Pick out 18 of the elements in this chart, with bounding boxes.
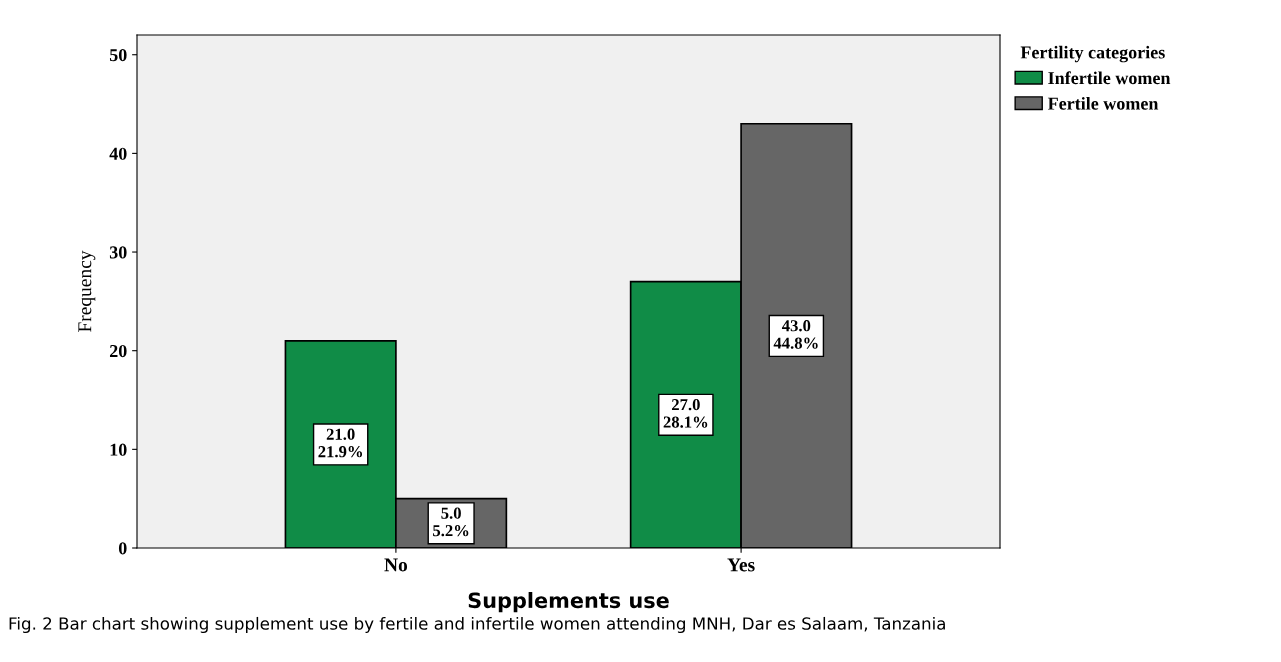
data-label: 5.0 5.2% bbox=[433, 507, 469, 537]
legend-title: Fertility categories bbox=[1020, 45, 1165, 63]
y-tick-label: 50 bbox=[109, 48, 127, 62]
y-tick-label: 20 bbox=[109, 344, 127, 358]
data-label: 27.0 28.1% bbox=[663, 399, 708, 428]
x-tick-label: No bbox=[384, 558, 408, 572]
legend-label: Infertile women bbox=[1048, 71, 1171, 85]
x-axis-title: Supplements use bbox=[468, 592, 669, 613]
caption: Fig. 2 Bar chart showing supplement use by fertile and infertile women attending MNH, Dar es Salaam, Tanzania bbox=[9, 616, 945, 634]
y-tick-label: 0 bbox=[118, 542, 127, 555]
x-tick-label: Yes bbox=[727, 558, 755, 572]
y-tick-label: 30 bbox=[109, 246, 127, 259]
legend-label: Fertile women bbox=[1047, 97, 1159, 110]
y-tick-label: 40 bbox=[109, 147, 127, 160]
data-label: 21.0 21.9% bbox=[318, 428, 363, 458]
y-tick-label: 10 bbox=[110, 443, 127, 456]
data-label: 43.0 44.8% bbox=[773, 320, 818, 349]
y-axis-title: Frequency bbox=[78, 250, 96, 332]
